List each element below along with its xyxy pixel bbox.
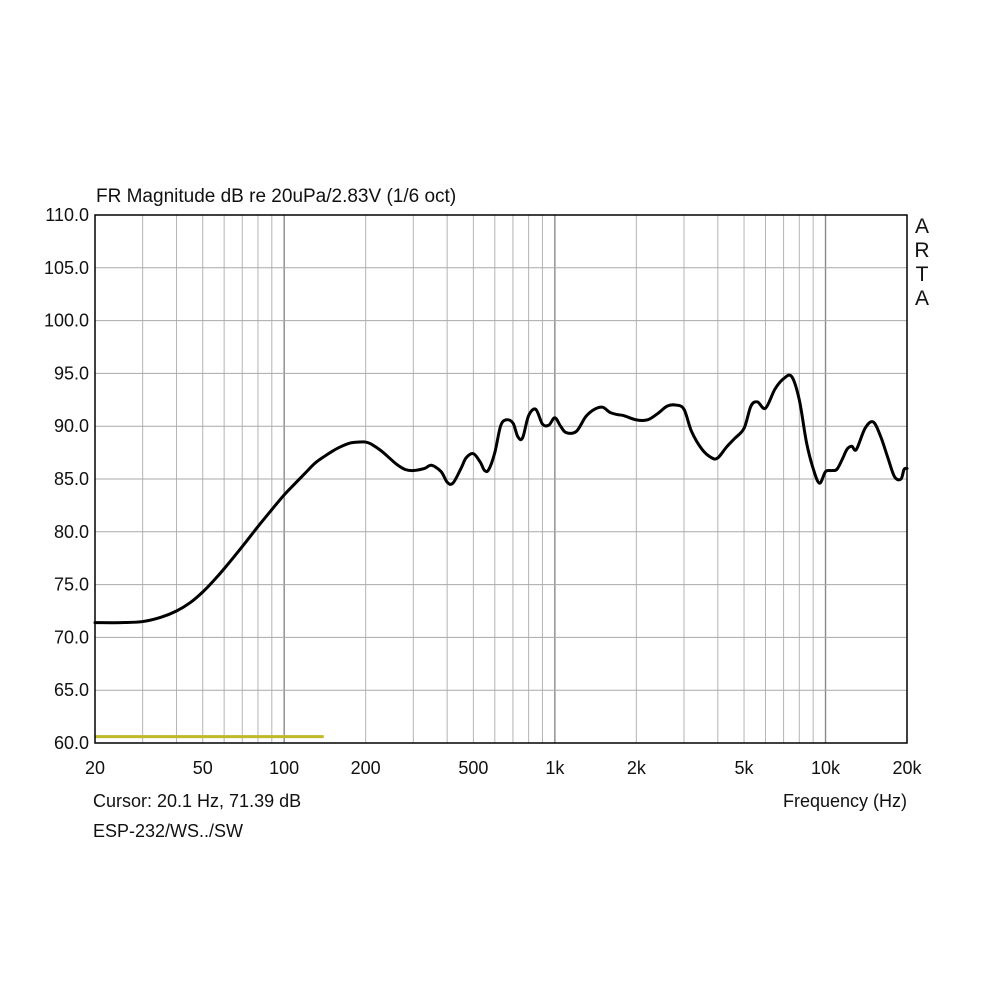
y-tick-label: 75.0	[54, 575, 89, 595]
y-tick-label: 100.0	[44, 311, 89, 331]
chart-title: FR Magnitude dB re 20uPa/2.83V (1/6 oct)	[96, 186, 456, 207]
y-tick-label: 95.0	[54, 363, 89, 383]
y-tick-label: 80.0	[54, 522, 89, 542]
y-tick-label: 105.0	[44, 258, 89, 278]
y-tick-label: 110.0	[45, 205, 89, 225]
cursor-readout: Cursor: 20.1 Hz, 71.39 dB	[93, 791, 301, 811]
x-tick-label: 200	[351, 758, 381, 778]
plot-frame	[94, 214, 908, 744]
x-tick-label: 2k	[627, 758, 647, 778]
measurement-name: ESP-232/WS../SW	[93, 821, 243, 841]
x-axis-label: Frequency (Hz)	[783, 791, 907, 811]
x-axis-ticks: 20 50 100 200 500 1k 2k 5k 10k 20k	[85, 758, 923, 778]
y-tick-label: 60.0	[54, 733, 89, 753]
x-tick-label: 20	[85, 758, 105, 778]
y-tick-label: 70.0	[54, 627, 89, 647]
watermark-letter: A	[915, 287, 929, 310]
x-tick-label: 5k	[735, 758, 755, 778]
x-tick-label: 500	[458, 758, 488, 778]
x-tick-label: 10k	[811, 758, 841, 778]
x-tick-label: 100	[269, 758, 299, 778]
x-tick-label: 1k	[545, 758, 565, 778]
x-tick-label: 20k	[892, 758, 922, 778]
watermark-letter: T	[916, 263, 929, 286]
y-tick-label: 65.0	[54, 680, 89, 700]
x-tick-label: 50	[193, 758, 213, 778]
watermark-letter: R	[914, 239, 929, 262]
y-axis-ticks: 110.0 105.0 100.0 95.0 90.0 85.0 80.0 75.0 70.0 6…	[44, 205, 89, 753]
watermark-letter: A	[915, 215, 929, 238]
frequency-response-line	[93, 373, 909, 625]
y-tick-label: 90.0	[54, 416, 89, 436]
y-tick-label: 85.0	[54, 469, 89, 489]
series-layer	[93, 373, 909, 625]
